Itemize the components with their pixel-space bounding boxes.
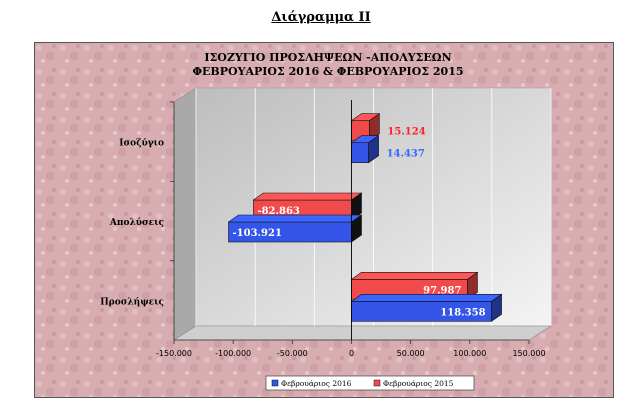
bar-front-face xyxy=(351,142,369,163)
chart-frame: ΙΣΟΖΥΓΙΟ ΠΡΟΣΛΗΨΕΩΝ -ΑΠΟΛΥΣΕΩΝ ΦΕΒΡΟΥΑΡΙ… xyxy=(34,42,614,398)
bar-2016: 14.437 xyxy=(350,135,425,164)
bar-side-face xyxy=(369,113,380,142)
legend-box xyxy=(265,375,475,391)
page-heading: Διάγραμμα ΙΙ xyxy=(271,10,371,25)
x-tick-label: -100.000 xyxy=(215,349,251,358)
legend-label: Φεβρουάριος 2015 xyxy=(383,379,454,388)
plot-side-wall xyxy=(173,87,197,341)
bar-side-face xyxy=(491,293,502,322)
chart-title-line-2: ΦΕΒΡΟΥΑΡΙΟΣ 2016 & ΦΕΒΡΟΥΑΡΙΟΣ 2015 xyxy=(192,65,463,78)
y-category-label: Απολύσεις xyxy=(109,217,164,228)
legend-label: Φεβρουάριος 2016 xyxy=(281,379,352,388)
x-tick-label: 150.000 xyxy=(512,349,545,358)
bar-top-face xyxy=(350,294,503,302)
x-tick-label: -50.000 xyxy=(277,349,308,358)
plot-floor xyxy=(172,325,553,341)
bar-top-face xyxy=(252,192,363,201)
bar-2015: 15.124 xyxy=(350,113,426,142)
data-label: -103.921 xyxy=(233,228,282,239)
legend-swatch xyxy=(271,379,279,387)
bar-top-face xyxy=(350,272,479,280)
data-label: 14.437 xyxy=(387,149,425,160)
legend-swatch xyxy=(373,379,381,387)
data-label: 118.358 xyxy=(440,307,485,318)
x-tick-label: 100.000 xyxy=(453,349,486,358)
bar-chart: ΙΣΟΖΥΓΙΟ ΠΡΟΣΛΗΨΕΩΝ -ΑΠΟΛΥΣΕΩΝ ΦΕΒΡΟΥΑΡΙ… xyxy=(34,42,614,398)
data-label: -82.863 xyxy=(257,206,299,217)
y-category-label: Προσλήψεις xyxy=(100,296,164,307)
chart-title-line-1: ΙΣΟΖΥΓΙΟ ΠΡΟΣΛΗΨΕΩΝ -ΑΠΟΛΥΣΕΩΝ xyxy=(204,51,451,64)
y-category-label: Ισοζύγιο xyxy=(119,138,164,149)
bar-side-face xyxy=(467,271,478,300)
bar-side-face xyxy=(368,135,379,164)
data-label: 97.987 xyxy=(423,285,461,296)
bar-2016: -103.921 xyxy=(227,214,363,243)
bar-2016: 118.358 xyxy=(350,293,503,322)
x-tick-label: -150.000 xyxy=(156,349,192,358)
data-label: 15.124 xyxy=(387,127,425,138)
chart-legend: Φεβρουάριος 2016 Φεβρουάριος 2015 xyxy=(265,375,475,391)
x-tick-label: 0 xyxy=(349,349,354,358)
x-tick-label: 50.000 xyxy=(397,349,425,358)
bar-top-face xyxy=(227,214,363,223)
